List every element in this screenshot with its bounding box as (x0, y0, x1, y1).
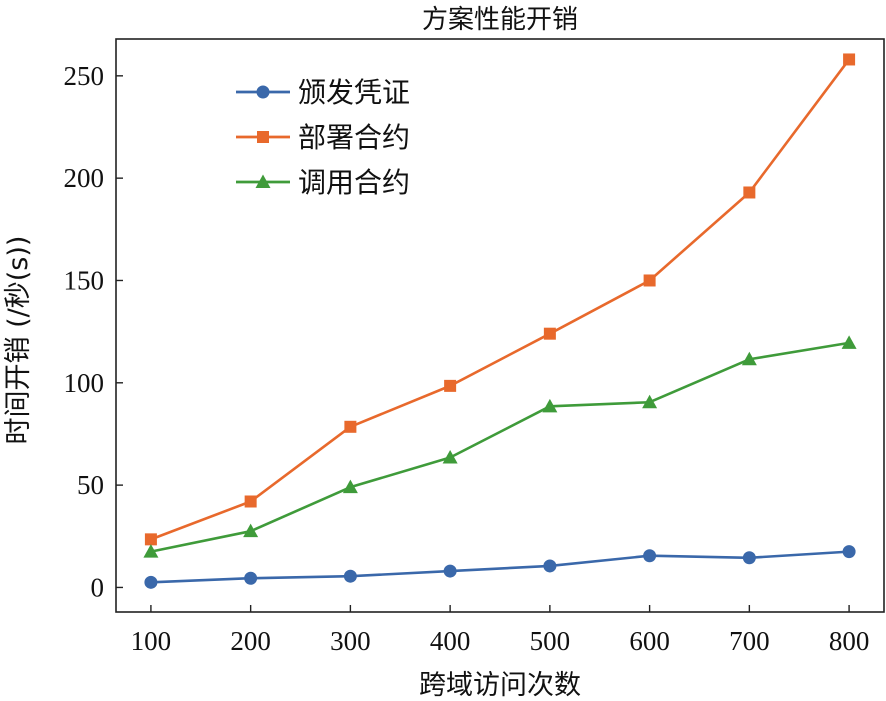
y-tick-label: 50 (77, 470, 104, 500)
data-point (343, 569, 357, 583)
data-point (643, 549, 657, 563)
data-point (244, 495, 257, 508)
y-tick-label: 0 (91, 572, 105, 602)
data-point (443, 564, 457, 578)
data-point (442, 449, 458, 464)
x-tick-label: 300 (330, 626, 371, 656)
x-axis-title: 跨域访问次数 (419, 670, 581, 701)
data-point (342, 479, 358, 494)
data-point (642, 394, 658, 409)
y-tick-label: 100 (64, 368, 105, 398)
data-point (243, 523, 259, 538)
series-line (150, 341, 850, 553)
x-tick-label: 200 (230, 626, 271, 656)
x-tick-label: 700 (729, 626, 770, 656)
data-point (841, 335, 857, 349)
y-tick-label: 200 (64, 163, 105, 193)
x-tick-label: 100 (131, 626, 172, 656)
data-point (144, 575, 158, 589)
plot-area-frame (115, 38, 885, 613)
y-tick-label: 250 (64, 61, 105, 91)
data-point (643, 274, 656, 287)
x-axis-ticks: 100 200 300 400 500 600 700 800 (131, 605, 870, 656)
legend-item: 颁发凭证 (236, 76, 410, 109)
series-1 (144, 545, 856, 589)
y-axis-title: 时间开销 (/秒(s)) (3, 236, 34, 445)
x-tick-label: 800 (829, 626, 870, 656)
data-point (743, 186, 756, 199)
x-tick-label: 400 (430, 626, 471, 656)
series-line (150, 58, 851, 541)
legend-item: 部署合约 (236, 121, 410, 154)
data-point (842, 545, 856, 559)
legend-marker (255, 174, 271, 188)
data-point (742, 551, 756, 565)
x-tick-label: 500 (530, 626, 571, 656)
legend-label: 颁发凭证 (298, 76, 410, 109)
series-3 (143, 335, 857, 558)
y-axis-ticks: 0 50 100 150 200 250 (64, 61, 123, 602)
data-point (244, 571, 258, 585)
legend-item: 调用合约 (236, 166, 410, 199)
data-point (843, 53, 856, 66)
legend-marker (256, 85, 270, 99)
data-point (143, 544, 159, 558)
data-point (344, 420, 357, 433)
chart-title: 方案性能开销 (422, 5, 578, 35)
series-line (150, 550, 850, 584)
data-point (144, 533, 157, 546)
series-layer (143, 53, 857, 589)
y-tick-label: 150 (64, 265, 105, 295)
legend-label: 调用合约 (298, 166, 410, 199)
data-point (741, 351, 757, 366)
series-2 (144, 53, 856, 546)
x-tick-label: 600 (629, 626, 670, 656)
data-point (543, 559, 557, 573)
data-point (444, 379, 457, 392)
data-point (542, 398, 558, 413)
legend-label: 部署合约 (298, 121, 410, 154)
data-point (543, 327, 556, 340)
legend-marker (257, 131, 269, 143)
